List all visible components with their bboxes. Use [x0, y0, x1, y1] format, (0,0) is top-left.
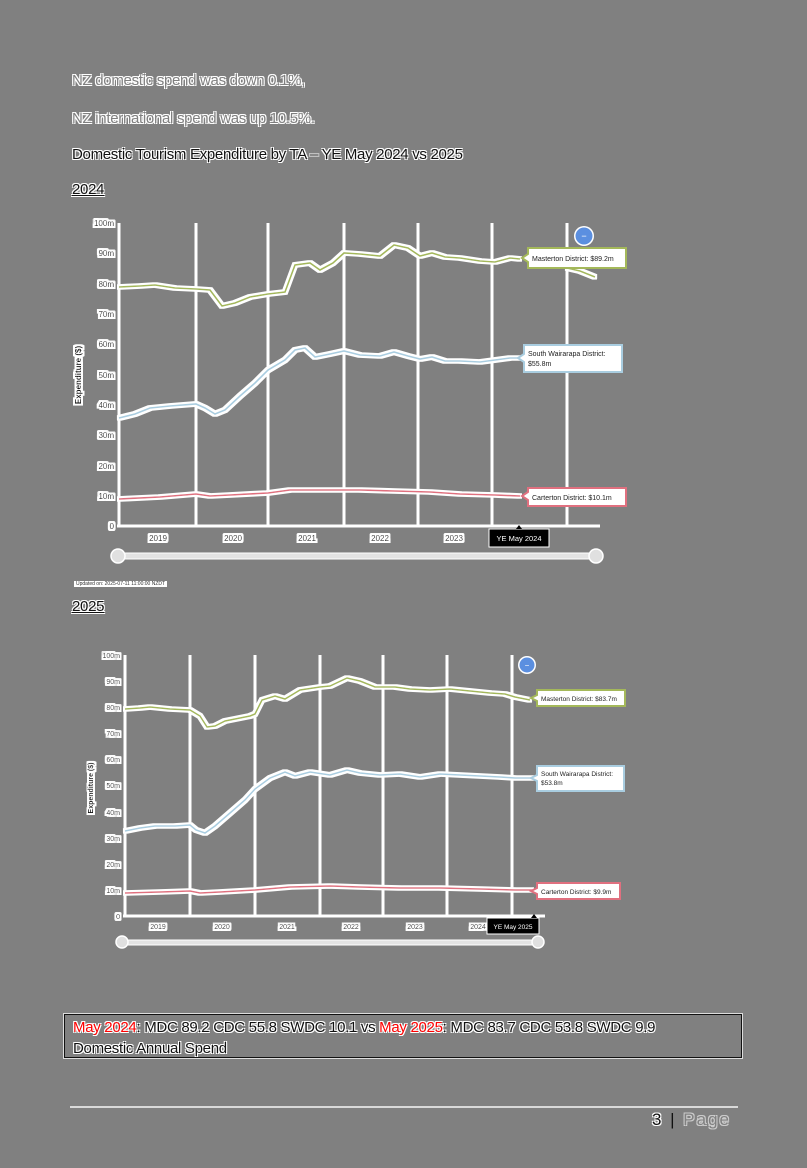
x-tick: 2020 — [224, 534, 242, 543]
masterton-line — [118, 244, 521, 307]
masterton-label: Masterton District: $89.2m — [520, 247, 627, 269]
time-range-slider[interactable] — [115, 935, 545, 949]
zoom-out-button[interactable]: − — [518, 656, 536, 674]
summary-line-2: Domestic Annual Spend — [73, 1040, 227, 1057]
y-axis-label: Expenditure ($) — [88, 763, 95, 814]
y-axis-label: Expenditure ($) — [74, 346, 83, 405]
south-wairarapa-line — [118, 347, 520, 419]
footer-separator: | — [670, 1110, 677, 1129]
y-tick: 100m — [102, 653, 120, 660]
y-tick: 80m — [106, 705, 120, 712]
x-tick: 2020 — [214, 924, 230, 931]
slider-handle-end[interactable] — [531, 935, 545, 949]
international-spend-text: NZ international spend was up 10.5%. — [72, 110, 315, 127]
slider-handle-start[interactable] — [115, 935, 129, 949]
updated-timestamp: Updated on: 2025-07-11 11:00:00 NZDT — [74, 581, 168, 587]
minus-icon: − — [525, 661, 530, 670]
svg-text:Carterton District: $10.1m: Carterton District: $10.1m — [532, 495, 612, 502]
date-tooltip: YE May 2025 — [486, 914, 540, 935]
masterton-label: Masterton District: $83.7m — [528, 689, 626, 707]
page-word: Page — [683, 1110, 731, 1129]
x-tick: 2019 — [149, 534, 167, 543]
y-tick: 20m — [98, 462, 114, 471]
gridlines — [117, 223, 569, 526]
date-tooltip: YE May 2024 — [488, 525, 550, 548]
svg-text:Masterton District: $83.7m: Masterton District: $83.7m — [541, 696, 617, 703]
carterton-label: Carterton District: $9.9m — [528, 882, 621, 900]
chart-2025: 100m 90m 80m 70m 60m 50m 40m 30m 20m 10m… — [88, 653, 626, 949]
y-tick: 0 — [116, 914, 120, 921]
carterton-line — [118, 489, 521, 500]
year-2024-label: 2024 — [72, 181, 105, 198]
svg-text:Carterton District: $9.9m: Carterton District: $9.9m — [541, 889, 611, 896]
y-tick: 30m — [98, 431, 114, 440]
svg-text:YE May 2024: YE May 2024 — [496, 534, 541, 543]
y-tick: 10m — [106, 888, 120, 895]
x-tick: 2019 — [150, 924, 166, 931]
y-tick: 10m — [98, 492, 114, 501]
gridlines — [123, 655, 514, 916]
masterton-line — [124, 677, 531, 728]
x-tick: 2021 — [279, 924, 295, 931]
south-wairarapa-label: South Wairarapa District: $55.8m — [516, 344, 623, 373]
values-2025: : MDC 83.7 CDC 53.8 SWDC 9.9 — [442, 1019, 656, 1036]
y-tick: 90m — [98, 249, 114, 258]
chart-section-heading: Domestic Tourism Expenditure by TA – YE … — [72, 146, 463, 163]
slider-handle-end[interactable] — [588, 548, 604, 564]
y-tick: 0 — [110, 522, 115, 531]
y-tick: 90m — [106, 679, 120, 686]
svg-text:YE May 2025: YE May 2025 — [493, 924, 532, 931]
svg-text:$53.8m: $53.8m — [541, 780, 563, 787]
time-range-slider[interactable] — [110, 548, 604, 564]
svg-text:Masterton District: $89.2m: Masterton District: $89.2m — [532, 256, 614, 263]
x-tick: 2023 — [407, 924, 423, 931]
carterton-label: Carterton District: $10.1m — [520, 487, 627, 507]
values-2024: : MDC 89.2 CDC 55.8 SWDC 10.1 vs — [136, 1019, 380, 1036]
footer-divider — [70, 1106, 738, 1108]
y-tick: 30m — [106, 836, 120, 843]
south-wairarapa-line — [124, 769, 532, 834]
y-tick: 40m — [106, 810, 120, 817]
summary-line-1: May 2024: MDC 89.2 CDC 55.8 SWDC 10.1 vs… — [73, 1017, 733, 1038]
summary-box: May 2024: MDC 89.2 CDC 55.8 SWDC 10.1 vs… — [64, 1014, 742, 1058]
y-tick: 100m — [94, 219, 114, 228]
south-wairarapa-label: South Wairarapa District: $53.8m — [528, 765, 625, 792]
svg-text:$55.8m: $55.8m — [528, 361, 552, 368]
y-tick: 60m — [106, 757, 120, 764]
zoom-out-button[interactable]: − — [574, 226, 594, 246]
year-2025-label: 2025 — [72, 598, 105, 615]
x-tick: 2024 — [470, 924, 486, 931]
y-tick: 50m — [106, 783, 120, 790]
domestic-spend-text: NZ domestic spend was down 0.1%, — [72, 72, 306, 89]
y-tick: 20m — [106, 862, 120, 869]
x-tick: 2022 — [343, 924, 359, 931]
chart-2024: 100m 90m 80m 70m 60m 50m 40m 30m 20m 10m… — [74, 219, 627, 564]
y-tick: 70m — [106, 731, 120, 738]
page-number: 3 — [651, 1110, 664, 1129]
y-tick: 80m — [98, 280, 114, 289]
svg-text:South Wairarapa District:: South Wairarapa District: — [528, 351, 606, 358]
y-tick: 70m — [98, 310, 114, 319]
carterton-line — [124, 885, 532, 894]
y-tick: 60m — [98, 340, 114, 349]
x-tick: 2021 — [298, 534, 316, 543]
y-tick: 40m — [98, 401, 114, 410]
may-2025-label: May 2025 — [379, 1019, 443, 1036]
x-tick: 2022 — [371, 534, 389, 543]
y-tick: 50m — [98, 371, 114, 380]
svg-text:South Wairarapa District:: South Wairarapa District: — [541, 771, 613, 778]
x-tick: 2023 — [445, 534, 463, 543]
may-2024-label: May 2024 — [73, 1019, 137, 1036]
page-footer: 3 | Page — [652, 1110, 731, 1130]
slider-handle-start[interactable] — [110, 548, 126, 564]
minus-icon: − — [581, 231, 586, 241]
